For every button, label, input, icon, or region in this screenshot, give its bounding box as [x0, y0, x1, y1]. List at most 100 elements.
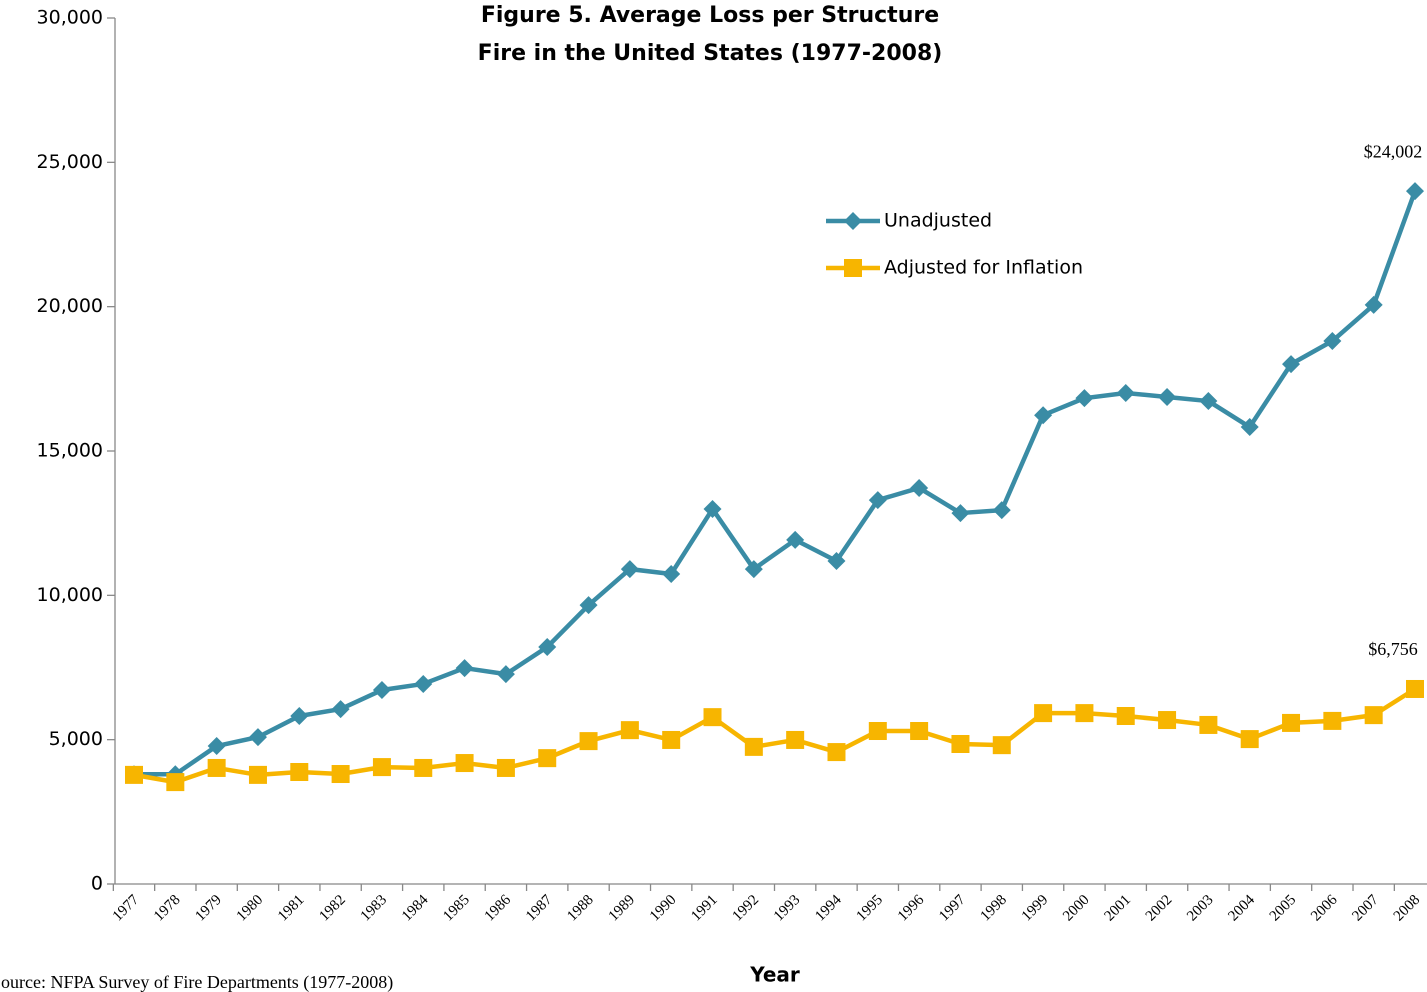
- y-tick-label: 25,000: [37, 151, 103, 173]
- x-axis-title: Year: [749, 963, 800, 987]
- point-marker: [1282, 713, 1301, 732]
- legend-label: Unadjusted: [884, 210, 992, 232]
- point-marker: [248, 765, 267, 784]
- x-tick-label: 2002: [1143, 892, 1176, 925]
- point-marker: [1034, 704, 1053, 723]
- point-marker: [910, 722, 929, 741]
- x-tick-label: 1982: [316, 892, 349, 925]
- point-marker: [372, 758, 391, 777]
- x-tick-label: 1980: [234, 892, 267, 925]
- x-tick-label: 1990: [647, 892, 680, 925]
- x-tick-label: 1994: [812, 892, 845, 925]
- point-marker: [579, 596, 598, 615]
- point-marker: [1116, 706, 1135, 725]
- point-marker: [496, 665, 515, 684]
- point-marker: [207, 758, 226, 777]
- x-tick-label: 1984: [399, 892, 432, 925]
- point-marker: [290, 762, 309, 781]
- point-marker: [662, 730, 681, 749]
- point-marker: [1240, 418, 1259, 437]
- point-marker: [1075, 704, 1094, 723]
- point-marker: [1323, 711, 1342, 730]
- point-marker: [662, 564, 681, 583]
- point-marker: [1199, 715, 1218, 734]
- point-marker: [951, 504, 970, 523]
- y-tick-label: 5,000: [49, 728, 103, 750]
- point-marker: [703, 500, 722, 519]
- x-tick-label: 1988: [564, 892, 597, 925]
- x-tick-label: 1985: [440, 892, 473, 925]
- point-marker: [1240, 730, 1259, 749]
- series-line: [133, 687, 1417, 785]
- x-tick-label: 1978: [151, 892, 184, 925]
- y-tick-label: 15,000: [37, 440, 103, 462]
- point-marker: [538, 638, 557, 657]
- point-marker: [290, 706, 309, 725]
- data-label: $6,756: [1368, 639, 1418, 659]
- point-marker: [744, 737, 763, 756]
- point-marker: [827, 743, 846, 762]
- x-tick-label: 1992: [730, 892, 763, 925]
- point-marker: [455, 754, 474, 773]
- point-marker: [372, 681, 391, 700]
- x-tick-label: 2008: [1391, 892, 1424, 925]
- series-line: [134, 190, 1418, 777]
- point-marker: [331, 765, 350, 784]
- point-marker: [868, 491, 887, 510]
- data-label: $24,002: [1364, 141, 1423, 161]
- x-tick-label: 2005: [1267, 892, 1300, 925]
- point-marker: [1199, 392, 1218, 411]
- legend-marker: [844, 212, 862, 230]
- point-marker: [579, 732, 598, 751]
- x-tick-label: 2001: [1101, 892, 1134, 925]
- x-tick-label: 1977: [110, 892, 143, 925]
- point-marker: [125, 765, 143, 784]
- point-marker: [620, 721, 639, 740]
- x-tick-label: 1991: [688, 892, 721, 925]
- point-marker: [496, 758, 515, 777]
- x-tick-label: 1987: [523, 892, 556, 925]
- x-tick-label: 2003: [1184, 892, 1217, 925]
- point-marker: [992, 501, 1011, 520]
- point-marker: [1282, 355, 1301, 374]
- x-tick-label: 1999: [1019, 892, 1052, 925]
- point-marker: [538, 749, 557, 768]
- point-marker: [786, 530, 805, 549]
- x-tick-label: 1983: [358, 892, 391, 925]
- x-tick-label: 1979: [192, 892, 225, 925]
- point-marker: [703, 708, 722, 727]
- chart-title: Fire in the United States (1977-2008): [478, 41, 943, 66]
- point-marker: [207, 737, 226, 756]
- point-marker: [620, 560, 639, 579]
- point-marker: [331, 700, 350, 719]
- point-marker: [1364, 706, 1383, 725]
- source-note: Source: NFPA Survey of Fire Departments …: [0, 972, 393, 992]
- point-marker: [1116, 383, 1135, 402]
- y-tick-label: 30,000: [37, 7, 103, 29]
- point-marker: [1158, 711, 1177, 730]
- point-marker: [166, 773, 185, 792]
- point-marker: [951, 734, 970, 753]
- point-marker: [744, 560, 763, 579]
- point-marker: [1158, 388, 1177, 407]
- x-tick-label: 2000: [1060, 892, 1093, 925]
- y-tick-label: 10,000: [37, 584, 103, 606]
- point-marker: [1034, 406, 1053, 425]
- y-tick-label: 0: [91, 873, 103, 895]
- point-marker: [455, 659, 474, 678]
- legend-marker: [844, 259, 862, 277]
- x-tick-label: 1986: [482, 892, 515, 925]
- point-marker: [1323, 332, 1342, 351]
- x-tick-label: 1993: [771, 892, 804, 925]
- point-marker: [1406, 182, 1424, 201]
- x-tick-label: 1998: [978, 892, 1011, 925]
- point-marker: [786, 730, 805, 749]
- chart-title: Figure 5. Average Loss per Structure: [481, 3, 939, 28]
- point-marker: [868, 722, 887, 741]
- y-tick-label: 20,000: [37, 295, 103, 317]
- x-tick-label: 1989: [606, 892, 639, 925]
- point-marker: [992, 736, 1011, 755]
- x-tick-label: 1981: [275, 892, 308, 925]
